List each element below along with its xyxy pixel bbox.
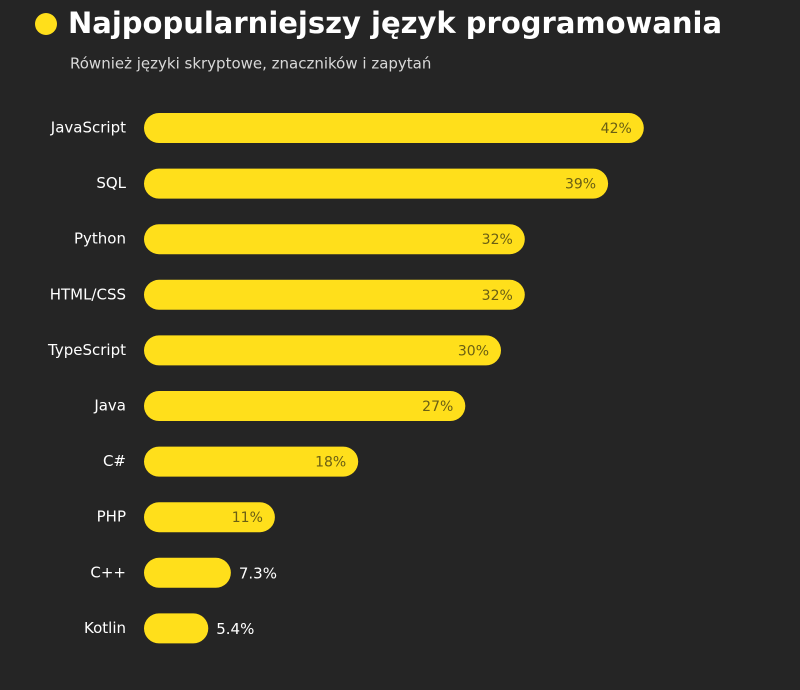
category-label: C# — [103, 452, 126, 470]
value-label: 5.4% — [216, 620, 254, 638]
bar — [144, 224, 525, 255]
value-label: 42% — [601, 121, 632, 137]
bar — [144, 391, 466, 421]
category-label: C++ — [90, 563, 126, 581]
category-label: PHP — [97, 508, 126, 526]
value-label: 32% — [482, 232, 513, 248]
value-label: 11% — [232, 510, 263, 526]
category-label: JavaScript — [50, 119, 126, 137]
bar — [144, 557, 231, 588]
value-label: 27% — [422, 399, 453, 415]
value-label: 18% — [315, 455, 346, 471]
bar — [144, 446, 359, 477]
bar — [144, 279, 525, 310]
category-label: Python — [74, 230, 126, 248]
title-dot — [35, 13, 57, 35]
value-label: 7.3% — [239, 564, 277, 582]
bar — [144, 613, 209, 644]
chart-subtitle: Również języki skryptowe, znaczników i z… — [70, 55, 431, 73]
value-label: 32% — [482, 288, 513, 304]
bar — [144, 168, 609, 199]
bar — [144, 113, 644, 143]
bar — [144, 335, 501, 366]
category-label: Java — [93, 397, 126, 415]
category-label: SQL — [96, 174, 126, 192]
bar — [144, 502, 275, 533]
value-label: 30% — [458, 343, 489, 359]
value-label: 39% — [565, 177, 596, 193]
category-label: HTML/CSS — [50, 285, 126, 303]
chart-title: Najpopularniejszy język programowania — [68, 6, 722, 40]
category-label: TypeScript — [47, 341, 126, 359]
category-label: Kotlin — [84, 619, 126, 637]
